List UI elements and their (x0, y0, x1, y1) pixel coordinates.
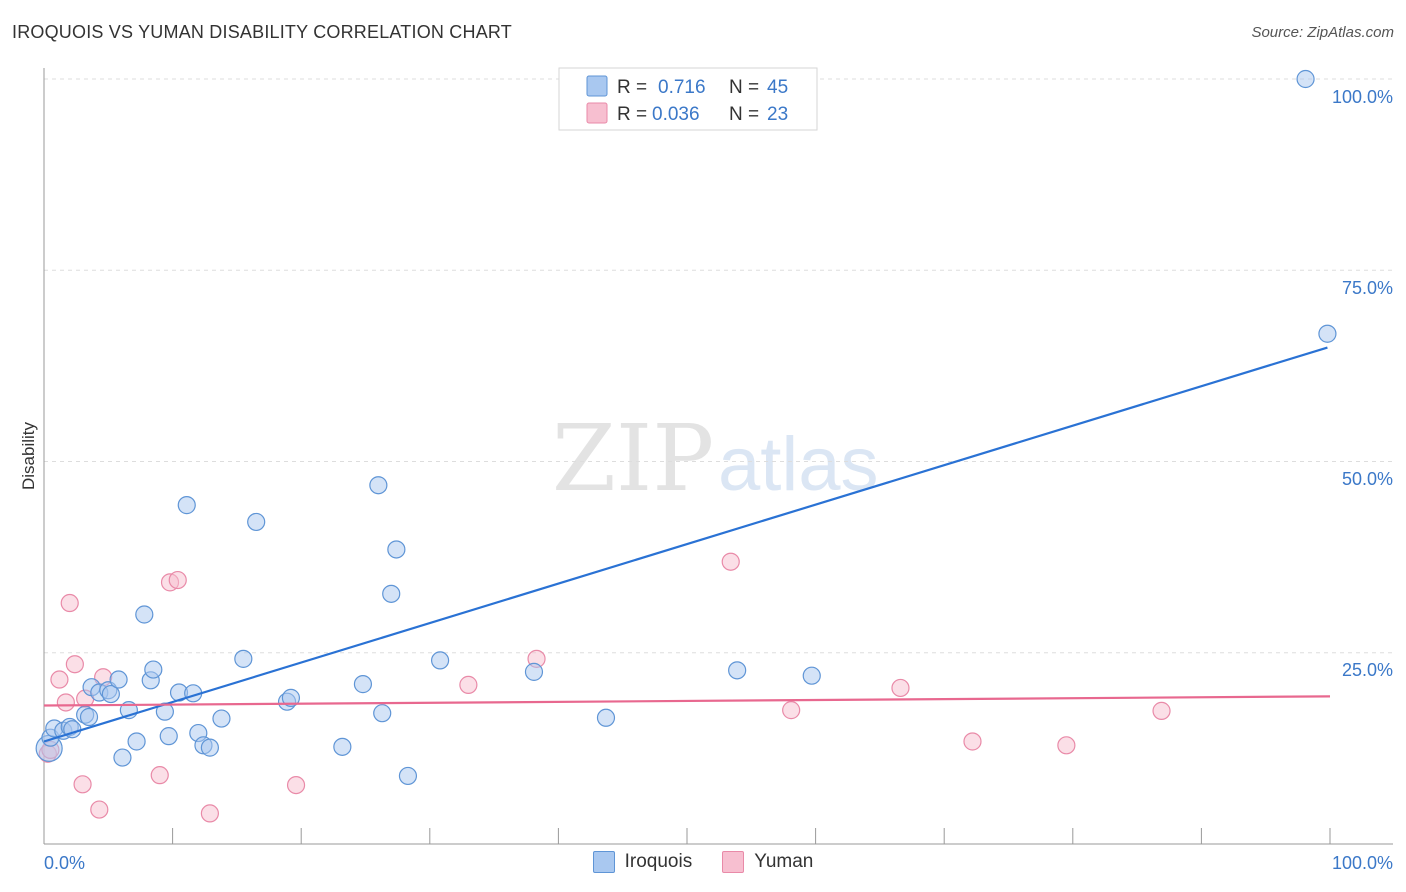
iroquois-point-36 (382, 584, 401, 603)
yuman-point-17 (721, 552, 740, 571)
chart-title: IROQUOIS VS YUMAN DISABILITY CORRELATION… (12, 22, 512, 42)
watermark: ZIP atlas (552, 405, 879, 512)
iroquois-point-20 (159, 727, 178, 746)
yuman-point-4 (60, 593, 79, 613)
iroquois-point-13 (113, 748, 132, 767)
y-axis-title: Disability (19, 421, 38, 490)
iroquois-point-42 (728, 661, 747, 680)
iroquois-point-19 (155, 702, 174, 721)
x-axis-ticks (172, 828, 1331, 844)
iroquois-point-39 (430, 651, 450, 670)
legend-item-yuman[interactable]: Yuman (722, 851, 813, 873)
legend-r-value-yuman: 0.036 (652, 104, 700, 125)
iroquois-point-32 (333, 737, 352, 756)
iroquois-point-33 (353, 675, 373, 694)
watermark-atlas: atlas (718, 422, 879, 507)
iroquois-point-41 (596, 708, 616, 727)
x-tick-label-100: 100.0% (1332, 853, 1393, 873)
legend-n-label-yuman: N = (729, 104, 759, 125)
yuman-point-5 (65, 655, 84, 674)
legend-r-label-yuman: R = (617, 104, 647, 125)
iroquois-point-37 (387, 540, 406, 559)
y-tick-label-75: 75.0% (1342, 278, 1393, 298)
yuman-point-12 (168, 570, 187, 590)
iroquois-point-11 (101, 684, 120, 704)
legend-label-iroquois: Iroquois (624, 851, 693, 872)
correlation-legend: R = 0.716 N = 45 R = 0.036 N = 23 (558, 67, 818, 131)
legend-r-value-iroquois: 0.716 (658, 77, 706, 98)
watermark-zip: ZIP (552, 405, 714, 512)
iroquois-trend-line (43, 346, 1328, 743)
iroquois-point-40 (524, 662, 544, 681)
iroquois-point-26 (200, 738, 219, 757)
iroquois-point-22 (177, 496, 196, 515)
yuman-point-13 (200, 804, 219, 823)
iroquois-point-44 (1296, 69, 1315, 89)
iroquois-point-43 (802, 666, 821, 685)
iroquois-point-27 (212, 709, 231, 728)
iroquois-point-35 (373, 704, 392, 723)
yuman-point-14 (286, 775, 306, 795)
yuman-point-15 (459, 675, 478, 694)
yuman-points (38, 552, 1171, 823)
iroquois-points (35, 69, 1337, 786)
legend-n-label-iroquois: N = (729, 77, 759, 98)
legend-r-label-iroquois: R = (617, 77, 647, 98)
iroquois-point-31 (281, 688, 301, 707)
yuman-point-2 (50, 670, 69, 689)
yuman-point-10 (150, 766, 169, 785)
iroquois-point-34 (369, 476, 388, 495)
y-tick-label-50: 50.0% (1342, 469, 1393, 489)
x-tick-label-0: 0.0% (44, 853, 85, 873)
legend-swatch-iroquois (586, 75, 608, 97)
iroquois-swatch (592, 851, 615, 873)
yuman-point-8 (90, 800, 109, 819)
grid-lines (44, 78, 1393, 654)
iroquois-point-15 (127, 732, 146, 751)
yuman-point-6 (73, 775, 92, 794)
yuman-point-22 (1152, 701, 1171, 720)
yuman-swatch (722, 851, 745, 873)
iroquois-point-28 (234, 649, 253, 668)
iroquois-point-38 (398, 766, 418, 786)
iroquois-point-45 (1318, 324, 1337, 343)
iroquois-point-12 (109, 670, 128, 689)
y-tick-label-100: 100.0% (1332, 87, 1393, 107)
yuman-trend-line (43, 695, 1331, 707)
y-tick-labels: 100.0% 75.0% 50.0% 25.0% (1332, 87, 1393, 680)
iroquois-point-16 (135, 605, 154, 624)
source-label: Source: ZipAtlas.com (1251, 24, 1394, 41)
iroquois-point-29 (247, 512, 266, 532)
yuman-point-19 (891, 678, 910, 698)
series-legend: Iroquois Yuman (0, 851, 1406, 873)
legend-n-value-yuman: 23 (767, 104, 788, 125)
legend-n-value-iroquois: 45 (767, 77, 788, 98)
legend-item-iroquois[interactable]: Iroquois (592, 851, 693, 873)
yuman-point-3 (56, 693, 75, 712)
yuman-point-20 (963, 732, 982, 751)
legend-swatch-yuman (586, 102, 608, 124)
iroquois-point-18 (144, 660, 163, 679)
iroquois-point-7 (79, 707, 99, 727)
yuman-point-18 (782, 701, 801, 720)
yuman-point-21 (1057, 736, 1076, 755)
legend-label-yuman: Yuman (754, 851, 814, 872)
y-tick-label-25: 25.0% (1342, 660, 1393, 680)
